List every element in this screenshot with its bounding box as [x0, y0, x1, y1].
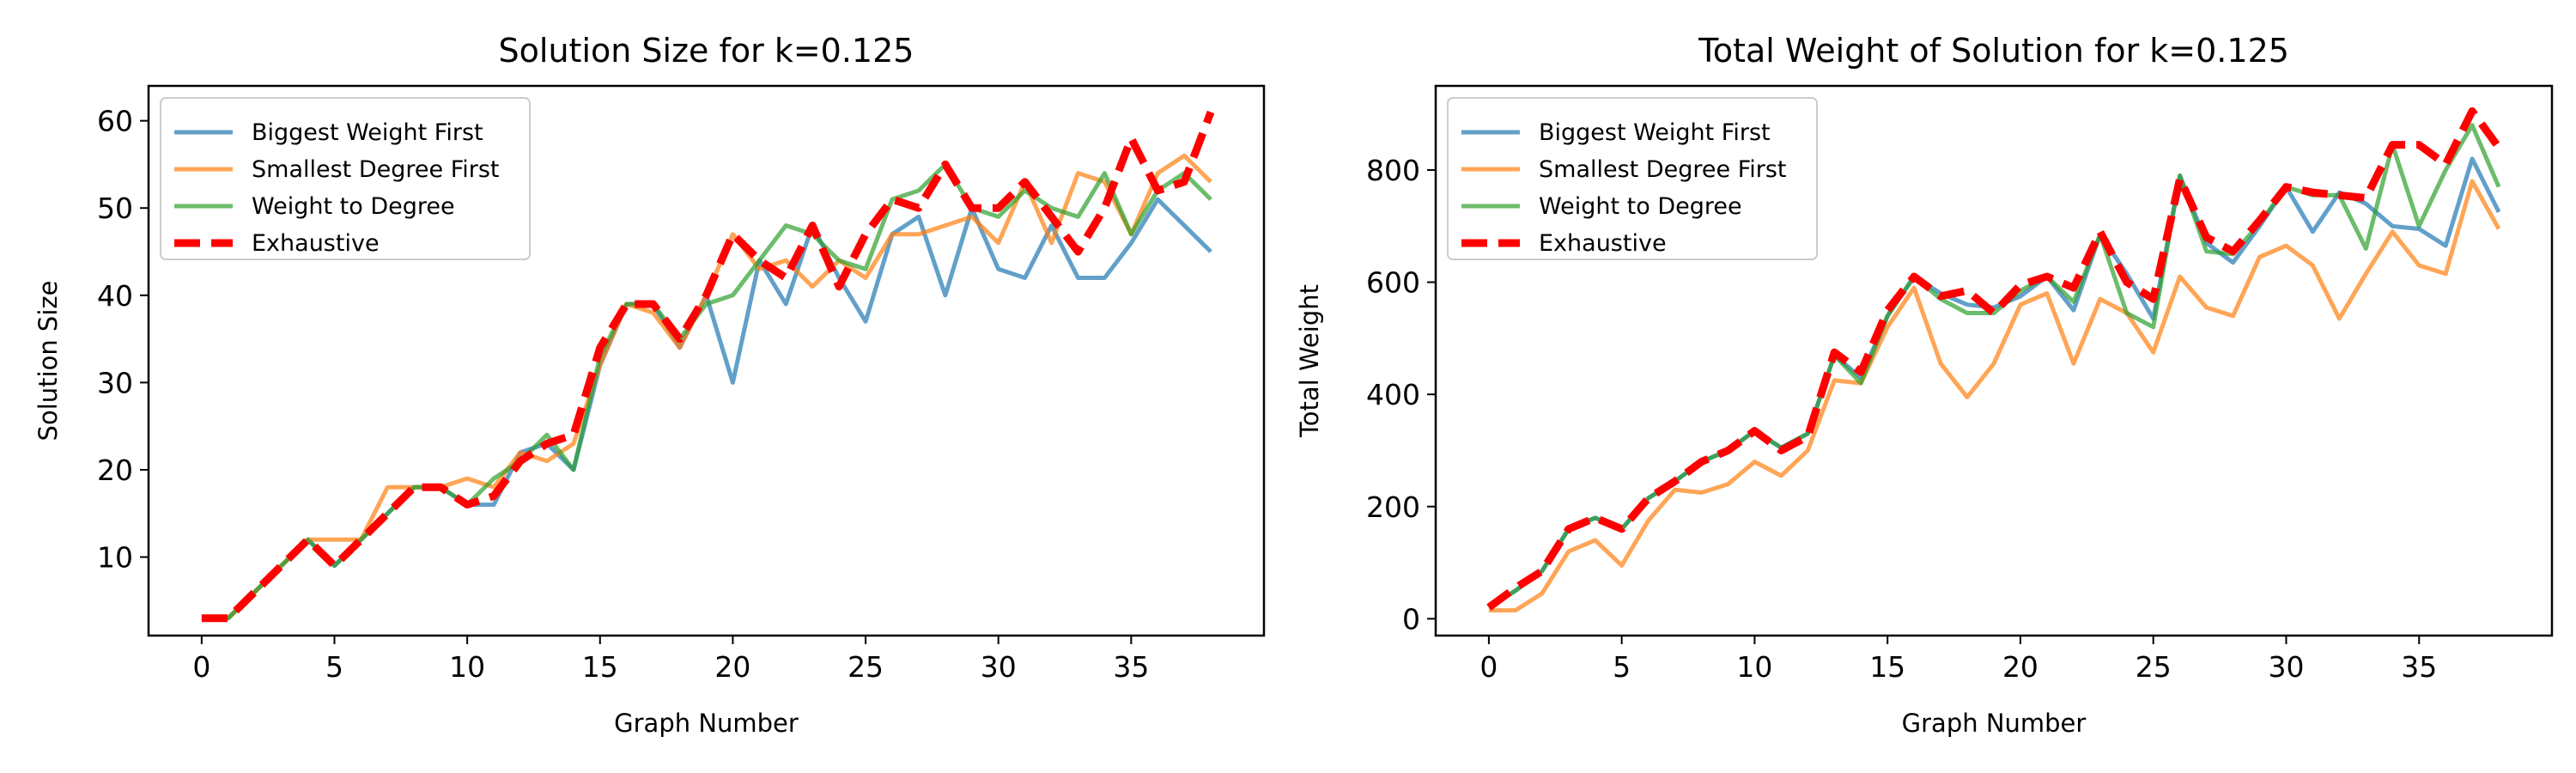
y-axis-label: Solution Size — [33, 281, 63, 441]
x-tick-label: 20 — [714, 650, 750, 684]
x-tick-label: 35 — [1113, 650, 1149, 684]
legend-label: Weight to Degree — [252, 193, 455, 220]
legend-label: Biggest Weight First — [252, 119, 483, 146]
x-axis-label: Graph Number — [1902, 709, 2087, 738]
legend-label: Biggest Weight First — [1539, 119, 1771, 146]
legend-label: Exhaustive — [1539, 230, 1667, 257]
legend-box — [1447, 97, 1818, 260]
x-tick-label: 5 — [325, 650, 343, 684]
legend: Biggest Weight First Smallest Degree Firs… — [1447, 97, 1818, 260]
legend-label: Weight to Degree — [1539, 193, 1742, 220]
chart-title: Solution Size for k=0.125 — [499, 32, 914, 70]
legend-label: Smallest Degree First — [252, 156, 500, 183]
y-tick-label: 30 — [97, 366, 133, 399]
y-tick-label: 60 — [97, 105, 133, 138]
x-tick-label: 35 — [2401, 650, 2437, 684]
x-tick-label: 20 — [2002, 650, 2038, 684]
y-tick-label: 50 — [97, 192, 133, 225]
series-line-smallest-degree-first — [1488, 179, 2501, 613]
x-tick-label: 15 — [582, 650, 618, 684]
series-line-biggest-weight-first — [201, 197, 1212, 621]
x-tick-label: 30 — [981, 650, 1017, 684]
legend-box — [160, 97, 531, 260]
x-tick-label: 15 — [1869, 650, 1905, 684]
x-tick-label: 25 — [2136, 650, 2172, 684]
series-group — [201, 110, 1215, 623]
chart-panel-1: Solution Size for k=0.125 Graph Number Sol… — [33, 32, 1266, 738]
y-axis-label: Total Weight — [1295, 284, 1324, 438]
x-tick-label: 0 — [192, 650, 210, 684]
plot-frame — [147, 84, 1266, 637]
y-tick-label: 200 — [1366, 490, 1420, 524]
plot-frame — [1434, 84, 2554, 637]
series-line-exhaustive — [201, 110, 1215, 623]
series-group — [1486, 107, 2502, 613]
y-tick-label: 10 — [97, 541, 133, 575]
x-tick-label: 30 — [2268, 650, 2304, 684]
chart-panel-2: Total Weight of Solution for k=0.125 Grap… — [1295, 32, 2554, 738]
x-axis-label: Graph Number — [614, 709, 799, 738]
x-tick-label: 5 — [1613, 650, 1631, 684]
x-tick-label: 10 — [1736, 650, 1772, 684]
y-tick-label: 40 — [97, 279, 133, 313]
y-tick-label: 400 — [1366, 378, 1420, 411]
x-tick-label: 10 — [449, 650, 485, 684]
y-tick-label: 0 — [1402, 602, 1420, 636]
legend-label: Smallest Degree First — [1539, 156, 1787, 183]
chart-title: Total Weight of Solution for k=0.125 — [1698, 32, 2289, 70]
series-line-exhaustive — [1486, 107, 2502, 611]
y-tick-label: 20 — [97, 453, 133, 487]
y-tick-label: 600 — [1366, 266, 1420, 300]
legend-label: Exhaustive — [252, 230, 380, 257]
y-tick-label: 800 — [1366, 154, 1420, 187]
x-tick-label: 0 — [1479, 650, 1498, 684]
x-tick-label: 25 — [848, 650, 884, 684]
legend: Biggest Weight First Smallest Degree Firs… — [160, 97, 531, 260]
